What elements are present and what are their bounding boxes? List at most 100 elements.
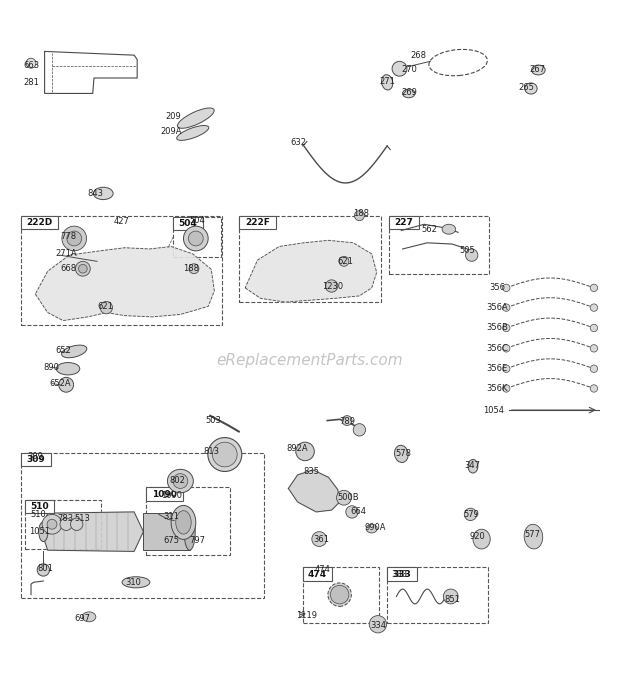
Circle shape [590,324,598,332]
Text: 668: 668 [60,264,76,273]
Text: 334: 334 [371,621,386,630]
Ellipse shape [524,525,542,549]
Text: 621: 621 [338,257,353,266]
Circle shape [342,416,352,426]
Text: 474: 474 [315,565,331,574]
Text: 309: 309 [27,452,43,461]
Text: 510: 510 [30,502,49,511]
Text: 789: 789 [340,417,356,426]
Text: 311: 311 [163,511,179,520]
Bar [239,216,276,229]
Text: 356E: 356E [486,365,507,374]
Ellipse shape [177,125,209,141]
Circle shape [330,586,349,604]
Circle shape [590,344,598,352]
Text: 578: 578 [395,449,411,458]
Circle shape [188,231,203,246]
Ellipse shape [171,505,196,539]
Text: 271: 271 [379,77,395,86]
Text: 188: 188 [184,264,200,273]
Text: 675: 675 [163,536,179,545]
Circle shape [79,265,87,273]
Bar [303,568,379,623]
Text: 813: 813 [204,447,220,456]
Text: 802: 802 [169,476,185,485]
Ellipse shape [366,525,378,533]
Text: 347: 347 [464,461,480,469]
Circle shape [100,301,112,314]
Ellipse shape [122,577,150,588]
Bar [389,216,419,229]
Bar [146,487,184,501]
Bar [25,500,55,513]
Text: 579: 579 [463,510,479,519]
Circle shape [503,284,510,292]
Ellipse shape [38,522,48,541]
Polygon shape [35,247,215,321]
Text: 356: 356 [489,283,505,292]
Text: 333: 333 [392,570,411,579]
Text: 510: 510 [30,510,46,519]
Ellipse shape [56,362,80,375]
Bar [387,568,488,623]
Text: 227: 227 [394,218,414,227]
Circle shape [590,304,598,311]
Text: 281: 281 [23,78,39,87]
Text: 356B: 356B [486,324,508,333]
Text: 504: 504 [179,219,197,228]
Ellipse shape [82,612,96,622]
Text: 652: 652 [56,346,71,356]
Text: 652A: 652A [50,379,71,388]
Text: 269: 269 [401,88,417,97]
Text: 801: 801 [37,564,53,573]
Text: 851: 851 [445,595,461,604]
Text: 697: 697 [74,613,91,622]
Ellipse shape [61,345,87,358]
Circle shape [590,385,598,392]
Text: 513: 513 [74,514,90,523]
Bar [387,568,417,581]
Ellipse shape [525,83,537,94]
Ellipse shape [402,89,415,98]
Ellipse shape [381,75,393,90]
Text: 427: 427 [113,218,130,227]
Circle shape [503,304,510,311]
Text: 500B: 500B [338,493,360,502]
Circle shape [60,518,73,530]
Text: 778: 778 [60,232,76,241]
Circle shape [26,58,36,68]
Circle shape [71,518,83,530]
Text: 503: 503 [205,416,221,425]
Circle shape [189,264,199,274]
Circle shape [337,491,352,505]
Circle shape [42,514,62,534]
Text: 892A: 892A [286,444,308,453]
Ellipse shape [184,513,195,550]
Circle shape [62,226,87,251]
Text: 505: 505 [459,246,475,255]
Text: 1090: 1090 [161,491,182,500]
Text: 268: 268 [410,51,427,60]
Text: 271A: 271A [56,249,78,258]
Circle shape [353,423,366,436]
Polygon shape [288,470,340,512]
Text: 1119: 1119 [296,611,317,620]
Text: 265: 265 [518,82,534,91]
Polygon shape [245,240,377,302]
Circle shape [503,324,510,332]
Ellipse shape [208,437,242,471]
Bar [25,500,102,549]
Ellipse shape [167,469,193,493]
Text: 310: 310 [125,578,141,587]
Circle shape [503,365,510,372]
Ellipse shape [394,446,408,462]
Circle shape [590,284,598,292]
Text: 356A: 356A [486,303,508,312]
Text: 783: 783 [57,514,73,523]
Text: 209: 209 [165,112,180,121]
Text: 222F: 222F [245,218,270,227]
Bar [143,513,190,550]
Text: 990A: 990A [365,523,386,532]
Text: 188: 188 [353,209,369,218]
Circle shape [326,280,338,292]
